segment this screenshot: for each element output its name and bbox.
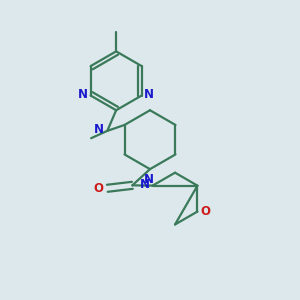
- Text: O: O: [200, 205, 210, 218]
- Text: N: N: [78, 88, 88, 101]
- Text: N: N: [143, 173, 154, 186]
- Text: N: N: [94, 124, 104, 136]
- Text: N: N: [140, 178, 150, 191]
- Text: O: O: [94, 182, 104, 195]
- Text: N: N: [144, 88, 154, 101]
